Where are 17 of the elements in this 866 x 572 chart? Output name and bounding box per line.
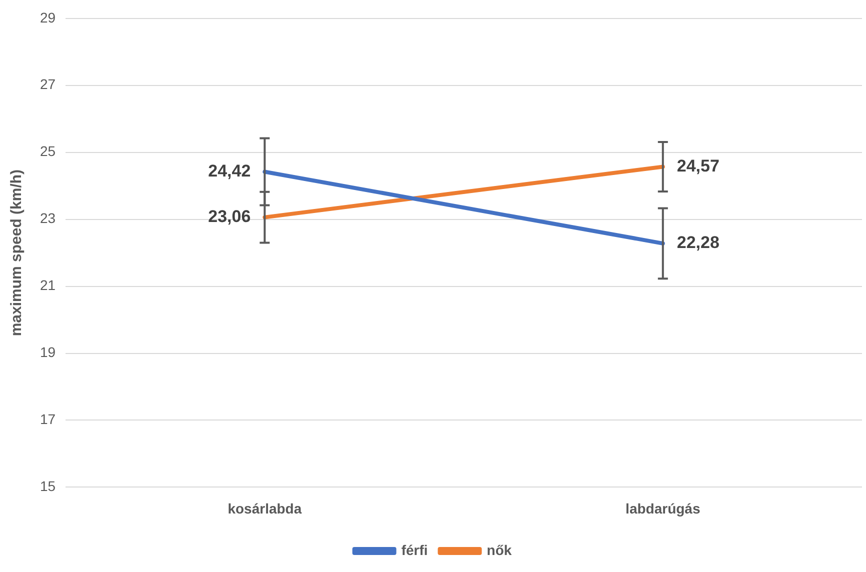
y-tick-label: 23: [40, 210, 56, 226]
y-tick-label: 27: [40, 76, 56, 92]
x-tick-label: kosárlabda: [228, 500, 302, 516]
y-tick-label: 25: [40, 143, 56, 160]
y-axis-title: maximum speed (km/h): [8, 169, 26, 336]
legend-label: férfi: [401, 542, 428, 558]
legend-label: nők: [486, 542, 512, 558]
data-label: 24,57: [676, 156, 720, 176]
y-tick-label: 15: [40, 478, 56, 494]
data-label: 24,42: [208, 161, 251, 180]
y-tick-label: 29: [40, 9, 56, 26]
x-tick-label: labdarúgás: [626, 500, 700, 516]
y-tick-label: 19: [40, 344, 56, 360]
y-tick-label: 21: [40, 277, 56, 294]
y-tick-label: 17: [40, 411, 56, 428]
data-label: 23,06: [208, 206, 251, 226]
data-label: 22,28: [676, 233, 720, 252]
